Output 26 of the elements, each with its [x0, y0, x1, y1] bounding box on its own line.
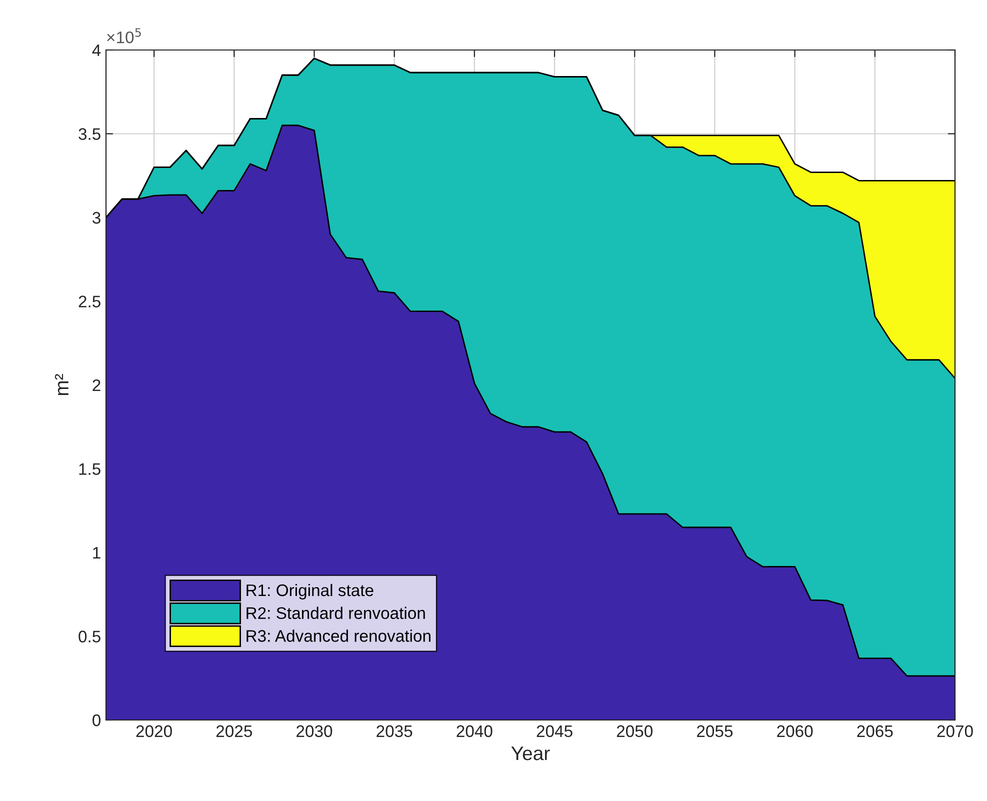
x-tick-label: 2040	[456, 725, 492, 738]
y-tick-label: 2.5	[78, 296, 100, 308]
x-tick-label: 2065	[857, 725, 893, 738]
x-tick-label: 2020	[136, 725, 172, 738]
y-tick-label: 0	[92, 714, 100, 726]
y-tick-label: 2	[92, 379, 100, 392]
x-tick-label: 2025	[216, 725, 252, 738]
y-tick-label: 4	[92, 44, 101, 56]
x-tick-label: 2045	[536, 725, 572, 738]
x-tick-label: 2030	[296, 725, 332, 738]
y-axis-title: m²	[54, 374, 68, 396]
x-tick-label: 2070	[937, 725, 973, 738]
y-tick-label: 1	[93, 547, 100, 559]
x-axis-title: Year	[511, 746, 550, 760]
x-tick-label: 2035	[376, 725, 412, 738]
legend-label: R3: Advanced renovation	[246, 630, 430, 642]
y-tick-label: 0.5	[78, 630, 100, 642]
legend-label: R2: Standard renvoation	[246, 606, 425, 620]
y-tick-label: 3	[92, 212, 100, 224]
x-tick-label: 2055	[697, 725, 733, 738]
x-tick-label: 2050	[616, 725, 653, 738]
legend-label: R1: Original state	[246, 584, 374, 600]
text: ×10$^{5}$	[107, 28, 141, 44]
x-tick-label: 2060	[777, 725, 813, 738]
y-tick-label: 1.5	[79, 463, 100, 475]
y-tick-label: 3.5	[78, 128, 100, 140]
